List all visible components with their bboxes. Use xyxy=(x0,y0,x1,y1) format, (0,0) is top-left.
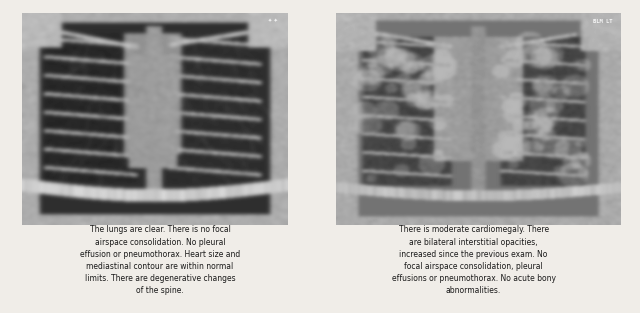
Text: There is moderate cardiomegaly. There
are bilateral interstitial opacities,
incr: There is moderate cardiomegaly. There ar… xyxy=(392,225,556,295)
Text: The lungs are clear. There is no focal
airspace consolidation. No pleural
effusi: The lungs are clear. There is no focal a… xyxy=(80,225,240,295)
Text: BLM LT: BLM LT xyxy=(593,19,612,24)
Text: ✦ ✦: ✦ ✦ xyxy=(268,19,277,24)
